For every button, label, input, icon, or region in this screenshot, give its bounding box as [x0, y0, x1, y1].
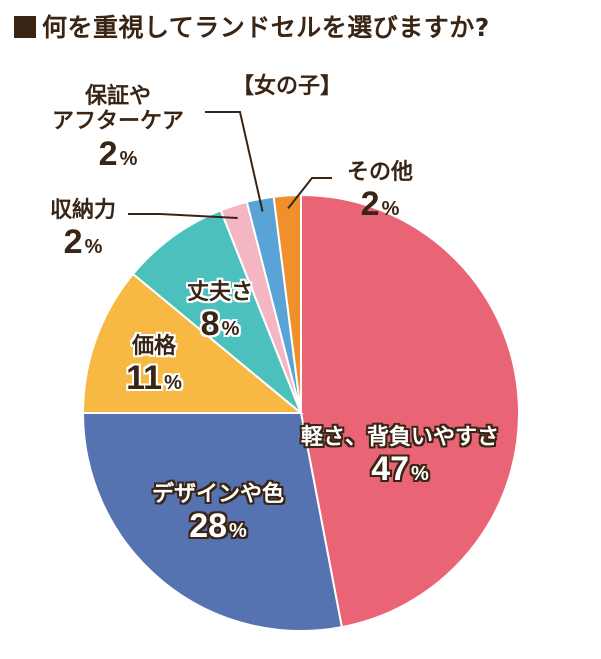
label-other: その他 2%	[330, 160, 430, 224]
label-design-unit: %	[229, 520, 247, 543]
label-lightness-value: 47	[371, 450, 410, 489]
label-durability-name: 丈夫さ	[186, 280, 253, 305]
label-warranty-value: 2	[98, 134, 118, 173]
slice-price	[81, 272, 304, 414]
label-durability-unit: %	[221, 318, 240, 341]
slice-durability	[131, 209, 302, 414]
chart-title-text: 何を重視してランドセルを選びますか?	[42, 13, 490, 42]
label-storage: 収納力 2%	[38, 198, 128, 262]
title-square-icon	[14, 16, 36, 38]
label-storage-value: 2	[63, 223, 83, 262]
slice-other	[272, 193, 302, 414]
slice-lightness	[300, 193, 520, 629]
label-design-value: 28	[189, 507, 228, 546]
label-warranty-pct: 2%	[28, 135, 208, 174]
label-other-pct: 2%	[330, 185, 430, 224]
leader-line-storage	[128, 213, 238, 220]
label-storage-unit: %	[84, 236, 103, 259]
chart-title: 何を重視してランドセルを選びますか?	[14, 8, 490, 44]
label-other-name: その他	[346, 160, 413, 185]
label-price-value: 11	[126, 359, 163, 398]
label-lightness-unit: %	[411, 463, 429, 486]
label-storage-name: 収納力	[49, 198, 116, 223]
leader-line-warranty	[205, 111, 264, 212]
label-warranty-name-2: アフターケア	[51, 109, 184, 135]
slice-design	[81, 412, 344, 632]
label-durability: 丈夫さ 8%	[170, 280, 270, 344]
label-design-pct: 28%	[128, 507, 308, 546]
label-lightness-name: 軽さ、背負いやすさ	[300, 425, 499, 450]
label-other-value: 2	[360, 185, 380, 224]
label-storage-pct: 2%	[38, 223, 128, 262]
label-durability-value: 8	[200, 305, 220, 344]
label-price-pct: 11%	[104, 359, 204, 398]
label-design: デザインや色 28%	[128, 482, 308, 546]
label-design-name: デザインや色	[151, 482, 284, 507]
label-durability-pct: 8%	[170, 305, 270, 344]
label-warranty-name-1: 保証や	[84, 84, 151, 109]
label-warranty: 保証や アフターケア 2%	[28, 84, 208, 174]
label-lightness-pct: 47%	[270, 450, 530, 489]
leader-line-other	[287, 177, 332, 210]
label-other-unit: %	[381, 198, 400, 221]
label-warranty-unit: %	[119, 147, 138, 170]
chart-subtitle: 【女の子】	[232, 74, 343, 99]
label-lightness: 軽さ、背負いやすさ 47%	[270, 425, 530, 489]
label-price: 価格 11%	[104, 334, 204, 398]
label-price-name: 価格	[131, 334, 176, 359]
label-price-unit: %	[164, 372, 182, 395]
